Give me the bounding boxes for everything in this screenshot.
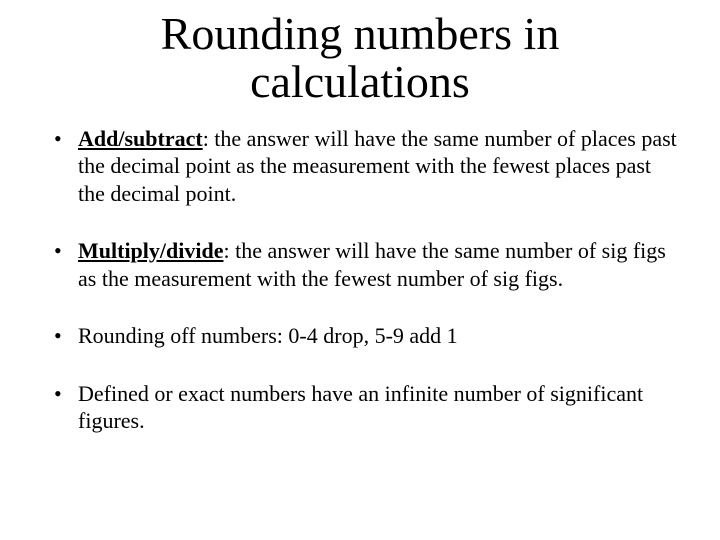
slide-title: Rounding numbers in calculations	[30, 10, 690, 107]
title-line-1: Rounding numbers in	[161, 8, 560, 59]
bullet-list: Add/subtract: the answer will have the s…	[30, 125, 690, 435]
bullet-label: Multiply/divide	[78, 238, 223, 263]
bullet-text: Rounding off numbers: 0-4 drop, 5-9 add …	[78, 323, 458, 348]
bullet-item: Add/subtract: the answer will have the s…	[50, 125, 680, 208]
title-line-2: calculations	[250, 56, 470, 107]
bullet-item: Defined or exact numbers have an infinit…	[50, 380, 680, 435]
bullet-item: Rounding off numbers: 0-4 drop, 5-9 add …	[50, 322, 680, 350]
bullet-label: Add/subtract	[78, 126, 203, 151]
slide: Rounding numbers in calculations Add/sub…	[0, 0, 720, 540]
bullet-item: Multiply/divide: the answer will have th…	[50, 237, 680, 292]
bullet-text: Defined or exact numbers have an infinit…	[78, 381, 643, 434]
